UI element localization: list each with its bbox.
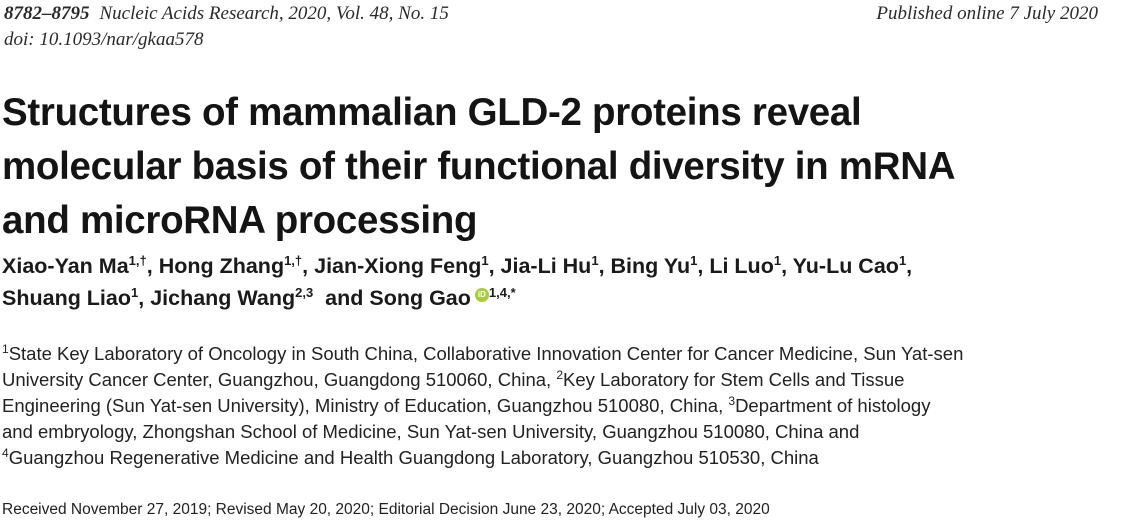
journal-citation: Nucleic Acids Research, 2020, Vol. 48, N… xyxy=(99,3,449,24)
publication-date: Published online 7 July 2020 xyxy=(876,3,1098,24)
author-affiliation-marker: 1,4,* xyxy=(488,285,516,300)
author-list: Xiao-Yan Ma1,†, Hong Zhang1,†, Jian-Xion… xyxy=(2,250,1122,314)
author-line: Shuang Liao1, Jichang Wang2,3 and Song G… xyxy=(2,285,516,310)
author-name[interactable]: Jian-Xiong Feng xyxy=(314,254,482,278)
author-affiliation-marker: 1,† xyxy=(284,253,303,268)
author-name[interactable]: Yu-Lu Cao xyxy=(792,254,899,278)
author-affiliation-marker: 2,3 xyxy=(295,285,314,300)
affiliation-line: University Cancer Center, Guangzhou, Gua… xyxy=(2,368,905,390)
author-name[interactable]: Jia-Li Hu xyxy=(500,254,592,278)
author-affiliation-marker: 1 xyxy=(131,285,139,300)
author-line: Xiao-Yan Ma1,†, Hong Zhang1,†, Jian-Xion… xyxy=(2,253,913,278)
title-line: Structures of mammalian GLD-2 proteins r… xyxy=(2,91,862,134)
orcid-icon[interactable]: iD xyxy=(474,288,489,302)
author-name[interactable]: Li Luo xyxy=(709,254,774,278)
affiliation-line: Engineering (Sun Yat-sen University), Mi… xyxy=(2,394,931,416)
author-name[interactable]: Hong Zhang xyxy=(158,254,285,278)
affiliation-line: 1State Key Laboratory of Oncology in Sou… xyxy=(2,342,964,364)
author-name[interactable]: Song Gao xyxy=(369,286,471,310)
author-affiliation-marker: 1 xyxy=(898,253,907,268)
doi[interactable]: doi: 10.1093/nar/gkaa578 xyxy=(4,29,204,50)
author-affiliation-marker: 1 xyxy=(481,253,489,268)
title-line: and microRNA processing xyxy=(2,199,478,242)
author-affiliation-marker: 1 xyxy=(591,253,599,268)
page-range: 8782–8795 xyxy=(4,3,90,24)
author-name[interactable]: Shuang Liao xyxy=(2,286,131,310)
author-name[interactable]: Jichang Wang xyxy=(150,286,296,310)
affiliation-line: and embryology, Zhongshan School of Medi… xyxy=(2,421,860,442)
affiliation-line: 4Guangzhou Regenerative Medicine and Hea… xyxy=(2,446,819,468)
author-affiliation-marker: 1 xyxy=(773,253,782,268)
author-affiliation-marker: 1 xyxy=(690,253,698,268)
author-name[interactable]: Bing Yu xyxy=(610,254,691,278)
article-title: Structures of mammalian GLD-2 proteins r… xyxy=(2,86,1117,248)
affiliations: 1State Key Laboratory of Oncology in Sou… xyxy=(2,341,1122,471)
author-affiliation-marker: 1,† xyxy=(128,253,147,268)
author-name[interactable]: Xiao-Yan Ma xyxy=(2,254,129,278)
received-dates: Received November 27, 2019; Revised May … xyxy=(2,501,770,518)
title-line: molecular basis of their functional dive… xyxy=(2,145,956,188)
journal-header: 8782–8795 Nucleic Acids Research, 2020, V… xyxy=(4,2,449,26)
